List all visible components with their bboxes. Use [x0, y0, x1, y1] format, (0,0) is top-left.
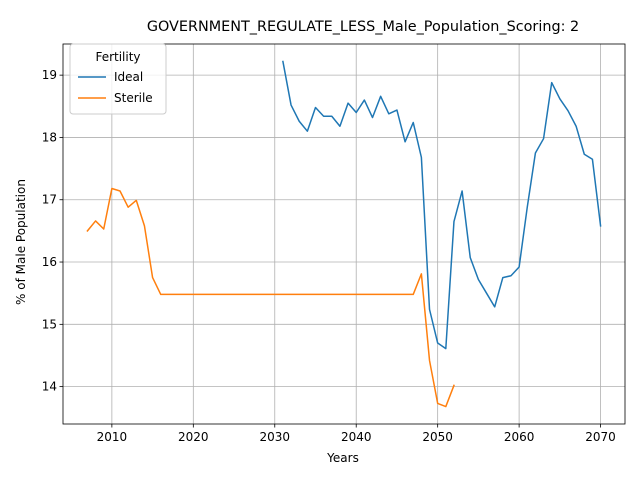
legend: Fertility Ideal Sterile: [69, 43, 167, 115]
x-axis-label: Years: [326, 451, 359, 465]
series-layer: [86, 60, 602, 408]
x-tick-label: 2020: [178, 430, 209, 444]
y-tick-label: 17: [42, 193, 57, 207]
x-tick-label: 2060: [504, 430, 535, 444]
series-line-sterile: [86, 187, 455, 408]
x-tick-label: 2010: [97, 430, 128, 444]
legend-box: [69, 43, 167, 115]
y-tick-label: 16: [42, 255, 57, 269]
y-tick-label: 15: [42, 317, 57, 331]
x-axis-ticks: 2010 2020 2030 2040 2050 2060 2070: [97, 424, 616, 444]
x-tick-label: 2050: [422, 430, 453, 444]
y-axis-ticks: 14 15 16 17 18 19: [42, 68, 63, 394]
y-tick-label: 19: [42, 68, 57, 82]
x-tick-label: 2070: [585, 430, 616, 444]
plot-frame: [62, 43, 626, 425]
y-tick-label: 18: [42, 130, 57, 144]
chart-title: GOVERNMENT_REGULATE_LESS_Male_Population…: [147, 19, 579, 35]
legend-label-ideal: Ideal: [114, 70, 143, 84]
grid-lines: [63, 44, 625, 424]
series-line-ideal: [282, 60, 602, 350]
x-tick-label: 2030: [259, 430, 290, 444]
y-tick-label: 14: [42, 380, 57, 394]
x-tick-label: 2040: [341, 430, 372, 444]
y-axis-label: % of Male Population: [14, 179, 28, 305]
legend-title: Fertility: [95, 50, 140, 64]
legend-label-sterile: Sterile: [114, 91, 153, 105]
